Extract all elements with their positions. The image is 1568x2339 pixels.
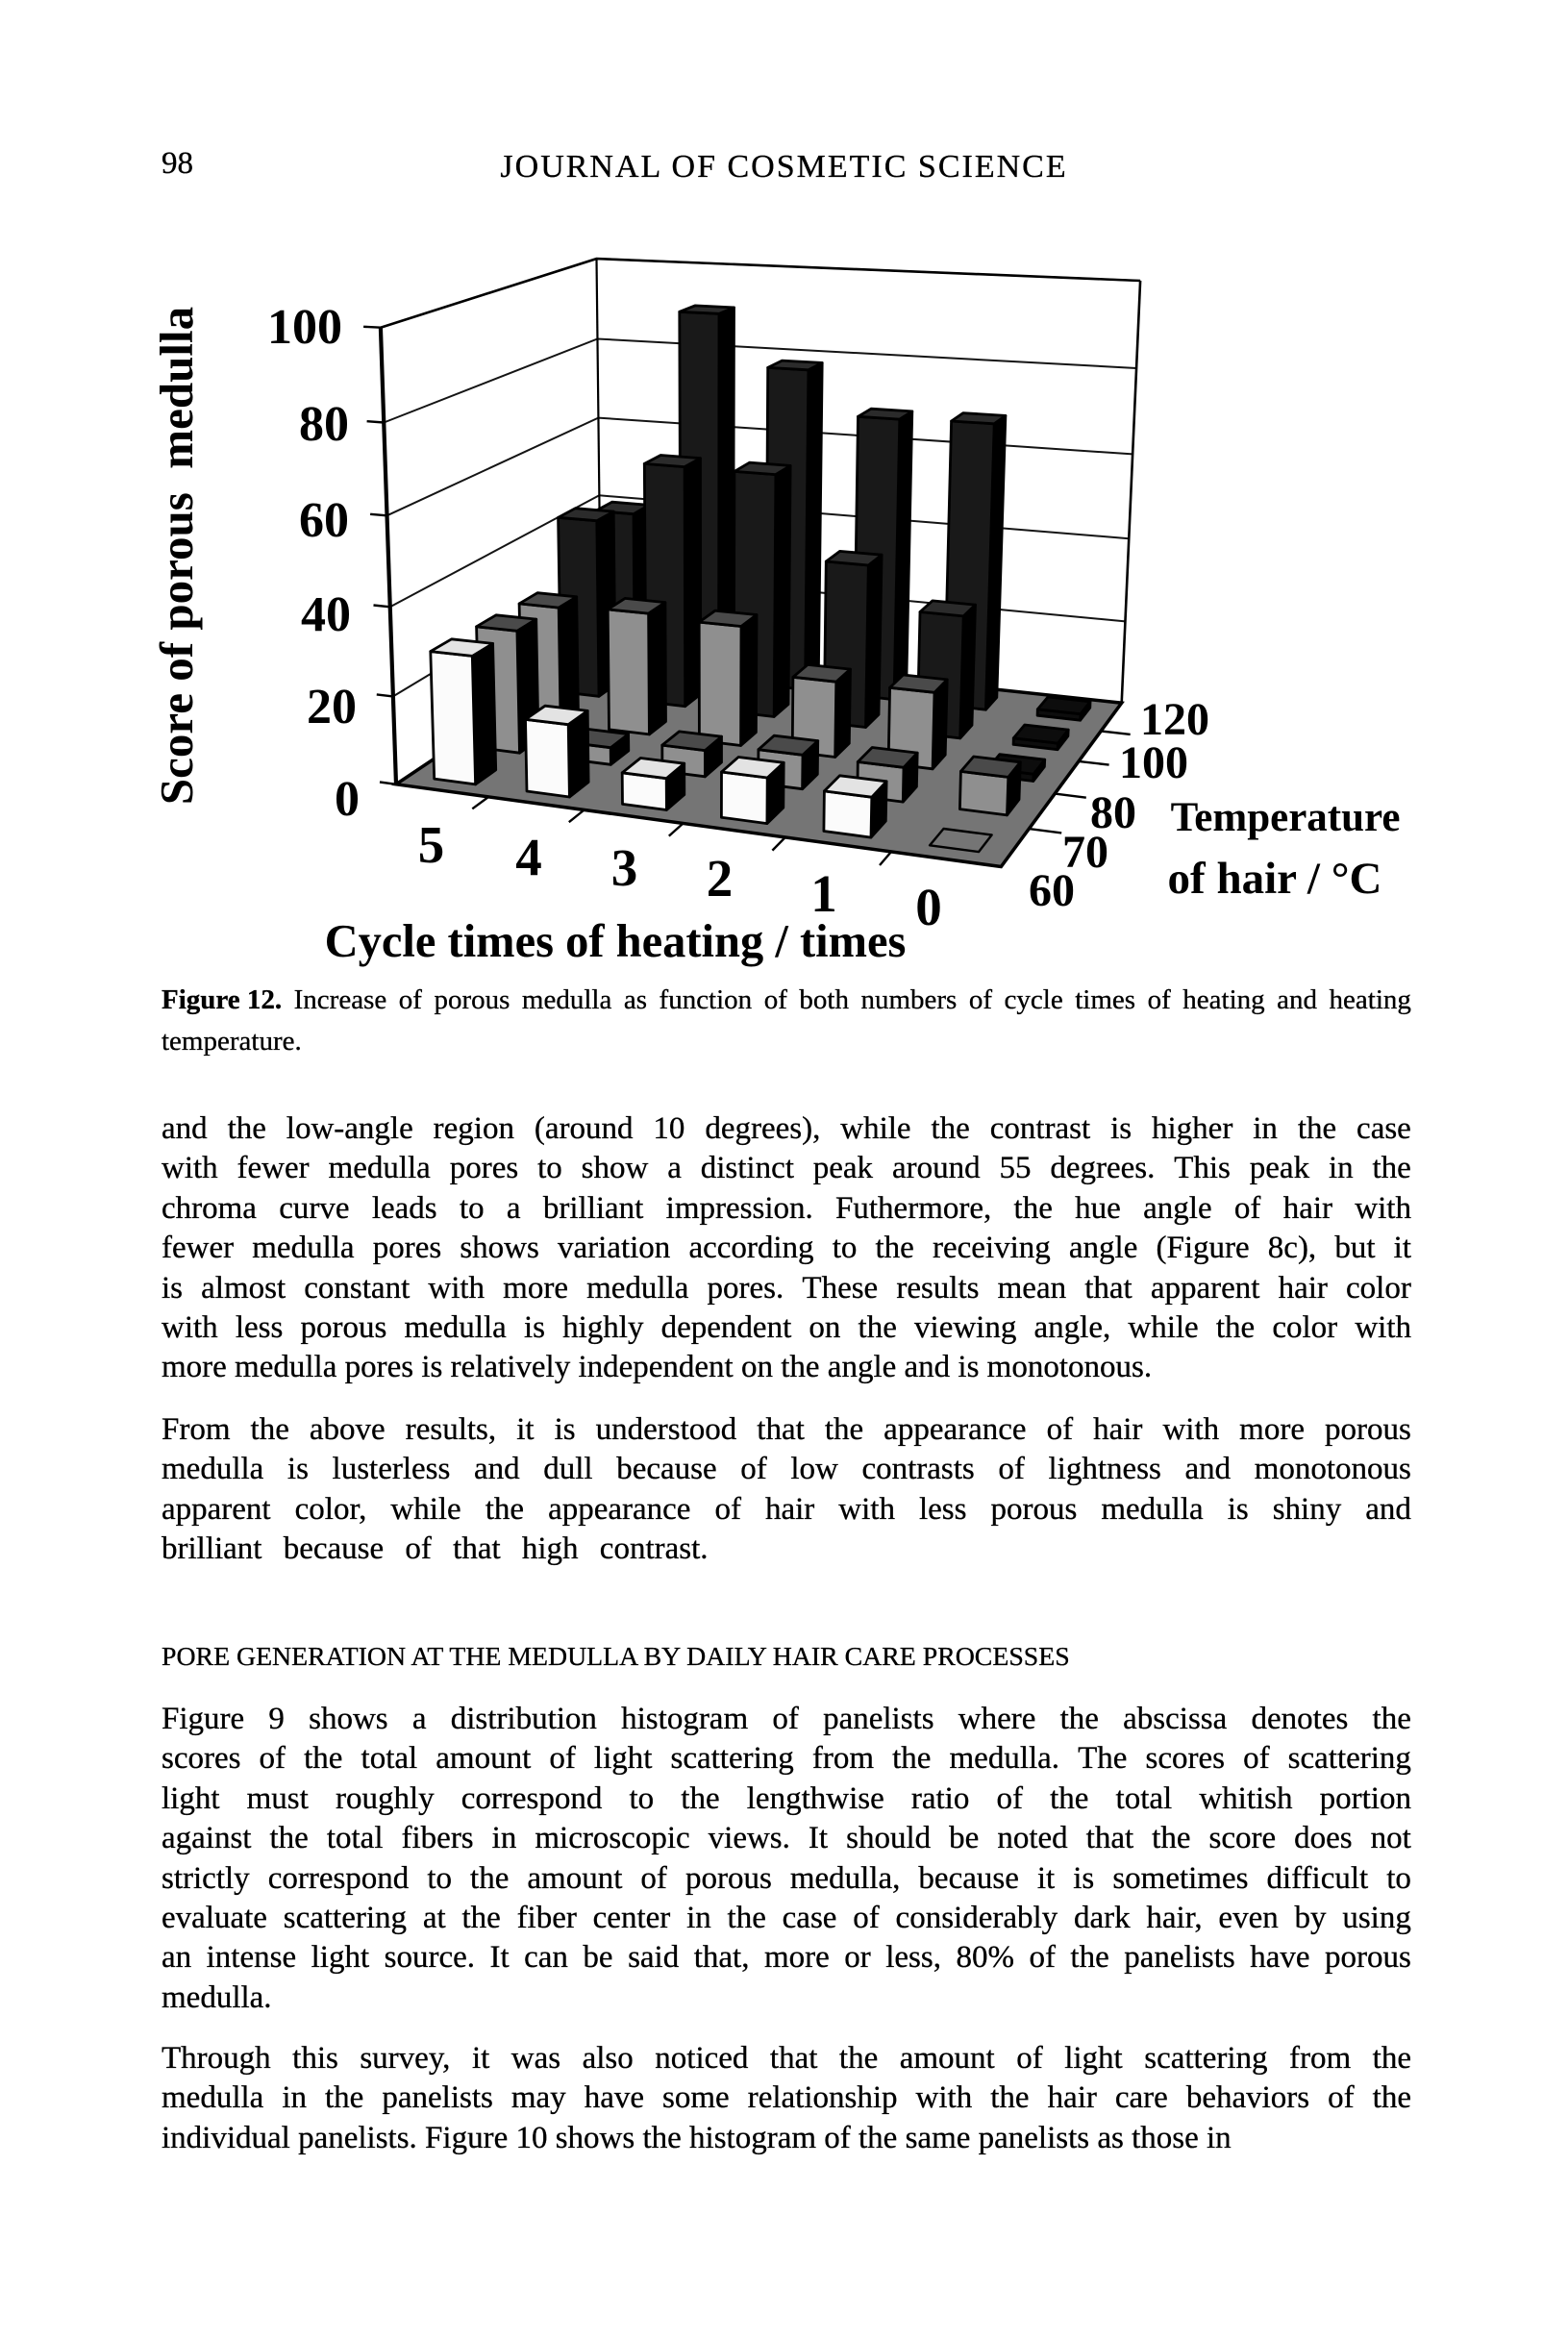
svg-text:40: 40 (301, 587, 351, 642)
svg-text:60: 60 (299, 493, 349, 548)
svg-text:Temperature: Temperature (1171, 795, 1401, 840)
svg-text:20: 20 (307, 680, 357, 734)
svg-text:70: 70 (1062, 827, 1108, 878)
svg-text:of hair / °C: of hair / °C (1168, 854, 1382, 904)
svg-text:120: 120 (1140, 694, 1209, 745)
svg-text:1: 1 (810, 864, 837, 923)
svg-text:80: 80 (1090, 787, 1136, 838)
svg-text:100: 100 (267, 300, 342, 355)
svg-text:0: 0 (335, 772, 360, 827)
svg-text:3: 3 (611, 838, 638, 897)
svg-text:4: 4 (515, 828, 542, 886)
svg-text:100: 100 (1119, 737, 1188, 788)
svg-text:5: 5 (418, 815, 445, 874)
svg-text:Score of porous medulla: Score of porous medulla (150, 307, 203, 805)
svg-text:60: 60 (1029, 865, 1075, 916)
svg-text:Cycle times of heating / times: Cycle times of heating / times (325, 916, 907, 967)
svg-text:2: 2 (707, 849, 734, 908)
svg-text:0: 0 (915, 878, 942, 936)
svg-text:80: 80 (299, 397, 349, 452)
